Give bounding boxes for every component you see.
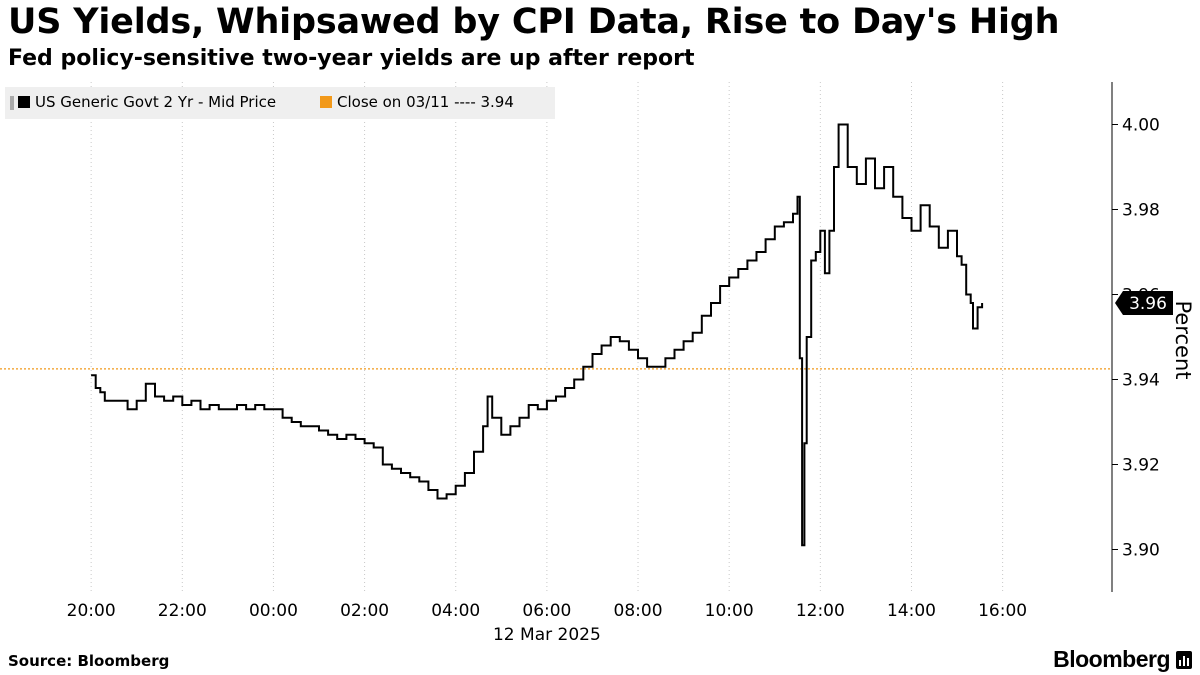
brand-text: Bloomberg [1053, 646, 1170, 672]
x-tick-label-8: 12:00 [796, 601, 845, 621]
x-tick-label-10: 16:00 [978, 601, 1027, 621]
grid [90, 82, 1004, 592]
y-tick-label-4: 3.98 [1122, 201, 1160, 221]
y-tick-label-2: 3.94 [1122, 371, 1160, 391]
legend-handle-icon [10, 96, 14, 110]
chart-subtitle: Fed policy-sensitive two-year yields are… [8, 46, 695, 71]
x-tick-label-0: 20:00 [67, 601, 116, 621]
labels: 3.96 [1115, 291, 1173, 315]
x-tick-label-3: 02:00 [340, 601, 389, 621]
legend-swatch-yield [18, 96, 30, 108]
x-date-label: 12 Mar 2025 [493, 625, 601, 645]
x-tick-label-5: 06:00 [522, 601, 571, 621]
last-value-badge [1115, 291, 1173, 315]
x-tick-label-4: 04:00 [431, 601, 480, 621]
y-tick-label-0: 3.90 [1122, 541, 1160, 561]
last-value-label: 3.96 [1129, 294, 1167, 314]
series [0, 123, 1112, 547]
y-axis-title: Percent [1171, 300, 1195, 379]
source-note: Source: Bloomberg [8, 652, 170, 670]
chart-title: US Yields, Whipsawed by CPI Data, Rise t… [8, 2, 1060, 42]
x-tick-label-7: 10:00 [705, 601, 754, 621]
legend-label-close: Close on 03/11 ---- 3.94 [337, 93, 514, 111]
legend: US Generic Govt 2 Yr - Mid Price Close o… [5, 87, 555, 119]
x-tick-label-2: 00:00 [249, 601, 298, 621]
legend-label-yield: US Generic Govt 2 Yr - Mid Price [35, 93, 276, 111]
brand-logo: Bloomberg [1053, 646, 1192, 673]
x-tick-label-1: 22:00 [158, 601, 207, 621]
legend-swatch-close [320, 96, 332, 108]
axes: 20:00 22:00 00:00 02:00 04:00 06:00 08:00 10:00… [67, 82, 1195, 645]
yield-series-line [91, 123, 984, 547]
legend-background [5, 87, 555, 119]
y-tick-label-1: 3.92 [1122, 456, 1160, 476]
x-tick-label-6: 08:00 [614, 601, 663, 621]
bloomberg-chart-icon [1176, 650, 1192, 669]
x-tick-label-9: 14:00 [887, 601, 936, 621]
y-tick-label-5: 4.00 [1122, 116, 1160, 136]
